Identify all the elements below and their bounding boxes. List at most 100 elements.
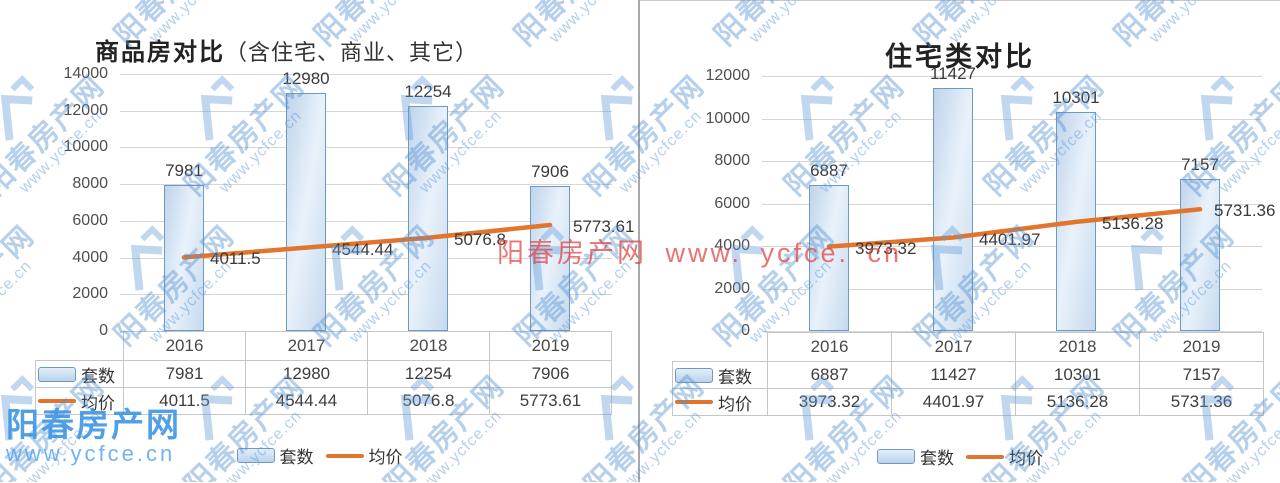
left-chart-legend: 套数 均价 <box>0 443 639 468</box>
legend-item-line: 均价 <box>966 444 1043 469</box>
bar-2017 <box>286 92 326 331</box>
series-key: 套数 <box>36 362 123 387</box>
series-name-label: 均价 <box>718 394 752 414</box>
y-axis-tick-label: 0 <box>741 322 750 339</box>
table-units-row: 套数 7981 12980 12254 7906 <box>35 360 612 388</box>
table-value-cell: 12254 <box>367 360 490 388</box>
legend-line-label: 均价 <box>1009 449 1043 468</box>
y-axis-tick-label: 4000 <box>714 237 750 254</box>
y-axis-tick-label: 8000 <box>714 152 750 169</box>
line-value-label: 5731.36 <box>1214 201 1276 221</box>
table-avg-price-row: 均价 3973.32 4401.97 5136.28 5731.36 <box>672 388 1264 416</box>
table-value-cell: 10301 <box>1015 361 1140 389</box>
line-series-swatch-icon <box>38 399 76 403</box>
right-chart-legend: 套数 均价 <box>640 444 1280 469</box>
y-axis-tick-label: 12000 <box>63 101 109 119</box>
table-value-cell: 7981 <box>123 360 246 388</box>
legend-bar-label: 套数 <box>279 448 314 467</box>
table-value-cell: 5773.61 <box>489 387 612 415</box>
gridline <box>762 161 1262 162</box>
series-key-cell: 均价 <box>35 387 124 415</box>
category-label: 2017 <box>891 332 1016 362</box>
series-key-cell: 套数 <box>35 360 124 388</box>
bar-series-swatch-icon <box>675 367 713 383</box>
bar-2016 <box>809 184 849 331</box>
line-value-label: 4401.97 <box>979 229 1041 249</box>
right-chart-title: 住宅类对比 <box>885 42 1035 73</box>
bar-2016 <box>164 184 204 331</box>
series-name-label: 均价 <box>81 393 115 413</box>
series-key-cell: 套数 <box>672 361 768 389</box>
bar-value-label: 7157 <box>1181 154 1219 174</box>
y-axis-tick-label: 6000 <box>714 194 750 212</box>
bar-value-label: 12254 <box>404 82 452 102</box>
category-label: 2016 <box>123 331 246 361</box>
series-name-label: 套数 <box>718 367 752 387</box>
left-chart-title-sub: （含住宅、商业、其它） <box>225 39 479 65</box>
category-label: 2018 <box>1015 332 1140 362</box>
table-value-cell: 5076.8 <box>367 387 490 415</box>
line-value-label: 4544.44 <box>332 239 394 259</box>
table-value-cell: 5136.28 <box>1015 388 1140 416</box>
gridline <box>120 147 612 149</box>
legend-item-bar: 套数 <box>236 443 314 468</box>
table-value-cell: 4401.97 <box>891 388 1016 416</box>
line-value-label: 5136.28 <box>1102 213 1164 233</box>
line-series-swatch-icon <box>966 454 1004 459</box>
bar-value-label: 7906 <box>531 161 569 181</box>
legend-bar-label: 套数 <box>920 449 954 468</box>
table-value-cell: 5731.36 <box>1139 388 1264 416</box>
category-label: 2018 <box>367 331 490 361</box>
category-label: 2017 <box>245 331 368 361</box>
bar-series-swatch-icon <box>236 448 275 463</box>
bar-value-label: 10301 <box>1052 88 1100 108</box>
series-key-cell: 均价 <box>672 388 768 416</box>
y-axis-tick-label: 12000 <box>705 67 751 84</box>
line-series-swatch-icon <box>325 453 364 458</box>
chart-data-table: 2016 2017 2018 2019 套数 6887 11427 10301 7157 均价 39… <box>672 332 1264 416</box>
legend-item-line: 均价 <box>325 443 403 468</box>
line-value-label: 5773.61 <box>573 217 635 236</box>
line-value-label: 5076.8 <box>454 229 506 249</box>
bar-2018 <box>408 106 448 331</box>
bar-value-label: 11427 <box>929 64 976 84</box>
y-axis-tick-label: 10000 <box>705 109 751 127</box>
table-value-cell: 7157 <box>1139 361 1264 389</box>
table-units-row: 套数 6887 11427 10301 7157 <box>672 361 1264 389</box>
series-key: 套数 <box>673 363 767 388</box>
table-value-cell: 4011.5 <box>123 387 246 415</box>
left-chart-title: 商品房对比（含住宅、商业、其它） <box>95 32 478 67</box>
bar-series-swatch-icon <box>38 366 76 382</box>
line-value-label: 3973.32 <box>855 238 917 258</box>
gridline <box>762 118 1262 120</box>
line-value-label: 4011.5 <box>210 249 261 269</box>
bar-2019 <box>530 185 570 331</box>
series-key: 均价 <box>673 390 767 415</box>
table-value-cell: 11427 <box>891 361 1016 389</box>
series-name-label: 套数 <box>81 366 115 386</box>
bar-value-label: 6887 <box>810 160 848 180</box>
table-value-cell: 3973.32 <box>767 388 892 416</box>
line-series-swatch-icon <box>675 400 713 404</box>
chart-data-table: 2016 2017 2018 2019 套数 7981 12980 12254 7906 均价 40… <box>35 331 612 415</box>
category-label: 2019 <box>489 331 612 361</box>
gridline <box>120 110 612 112</box>
table-avg-price-row: 均价 4011.5 4544.44 5076.8 5773.61 <box>35 387 612 415</box>
category-label: 2019 <box>1139 332 1264 362</box>
legend-line-label: 均价 <box>368 448 403 467</box>
table-header-row: 2016 2017 2018 2019 <box>673 332 1264 362</box>
y-axis-tick-label: 2000 <box>72 285 108 303</box>
gridline <box>120 74 612 75</box>
legend-item-bar: 套数 <box>877 444 954 469</box>
table-value-cell: 12980 <box>245 360 368 388</box>
y-axis-tick-label: 14000 <box>63 65 109 82</box>
gridline <box>762 203 1262 205</box>
panel-divider <box>638 0 640 482</box>
series-key: 均价 <box>36 389 123 414</box>
table-header-row: 2016 2017 2018 2019 <box>36 331 612 361</box>
gridline <box>120 294 612 296</box>
bar-2019 <box>1180 178 1220 331</box>
y-axis-tick-label: 6000 <box>72 211 108 229</box>
right-chart-panel: 住宅类对比 0 2000 4000 6000 8000 10000 12000 6887 114… <box>640 0 1280 482</box>
bar-2018 <box>1056 112 1096 331</box>
